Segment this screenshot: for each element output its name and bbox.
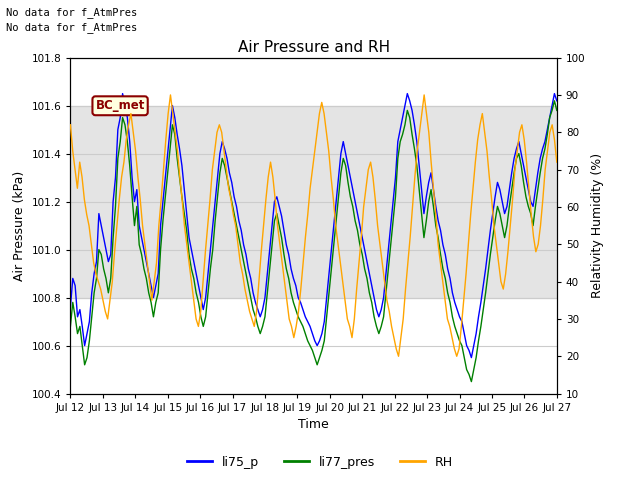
Bar xyxy=(70,106,557,298)
Y-axis label: Air Pressure (kPa): Air Pressure (kPa) xyxy=(13,170,26,281)
Text: BC_met: BC_met xyxy=(95,99,145,112)
Text: No data for f_AtmPres: No data for f_AtmPres xyxy=(6,7,138,18)
X-axis label: Time: Time xyxy=(298,418,329,431)
Text: No data for f_AtmPres: No data for f_AtmPres xyxy=(6,22,138,33)
Y-axis label: Relativity Humidity (%): Relativity Humidity (%) xyxy=(591,153,604,298)
Legend: li75_p, li77_pres, RH: li75_p, li77_pres, RH xyxy=(182,451,458,474)
Title: Air Pressure and RH: Air Pressure and RH xyxy=(237,40,390,55)
